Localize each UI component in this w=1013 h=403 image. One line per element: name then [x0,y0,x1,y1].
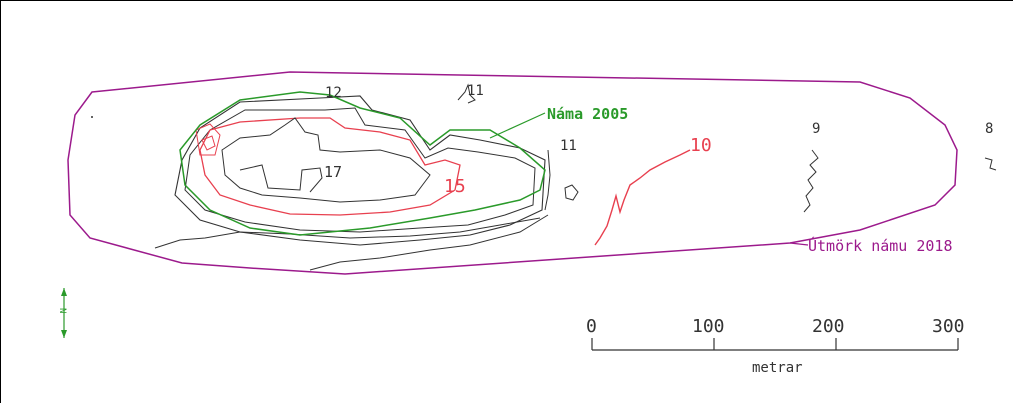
scale-unit: metrar [752,360,803,376]
contour-tail-gray [154,214,549,271]
contour-15-red [199,117,461,216]
contour-outer-gray-2 [184,107,536,233]
pit-2005-outline [179,91,546,236]
contour-10-red [594,149,691,246]
north-arrow-icon: N [57,288,67,338]
contour-label-12: 12 [325,85,342,101]
contour-label-15: 15 [444,176,466,197]
scale-tick-0: 0 [586,316,597,337]
scale-tick-100: 100 [692,316,725,337]
contour-island [564,184,579,201]
north-arrow-label: N [57,308,67,313]
contour-label-9: 9 [812,121,820,137]
contour-outer-gray [174,95,546,246]
contour-17-gray [221,117,431,203]
scale-tick-200: 200 [812,316,845,337]
survey-point [91,116,93,118]
contour-17-gray-inner [239,164,323,193]
pit-2005-leader [489,112,546,139]
contour-small-loop [195,123,221,156]
pit-boundary-2018-outline [67,71,958,275]
pit-boundary-2018-label: Útmörk námu 2018 [808,236,953,255]
contour-11-top [457,83,476,104]
contour-label-11-right: 11 [560,138,577,154]
contour-label-17: 17 [324,163,342,181]
contour-label-8: 8 [985,121,993,137]
scale-bar: 0 100 200 300 metrar [586,316,965,376]
pit-boundary-2018-leader [789,242,809,246]
contour-label-10: 10 [690,135,712,156]
contour-8-gray [984,157,997,171]
contour-11-right [544,149,551,211]
scale-tick-300: 300 [932,316,965,337]
pit-2005-label: Náma 2005 [547,105,628,123]
contour-label-11-top: 11 [467,83,484,99]
contour-9-gray [803,149,819,213]
